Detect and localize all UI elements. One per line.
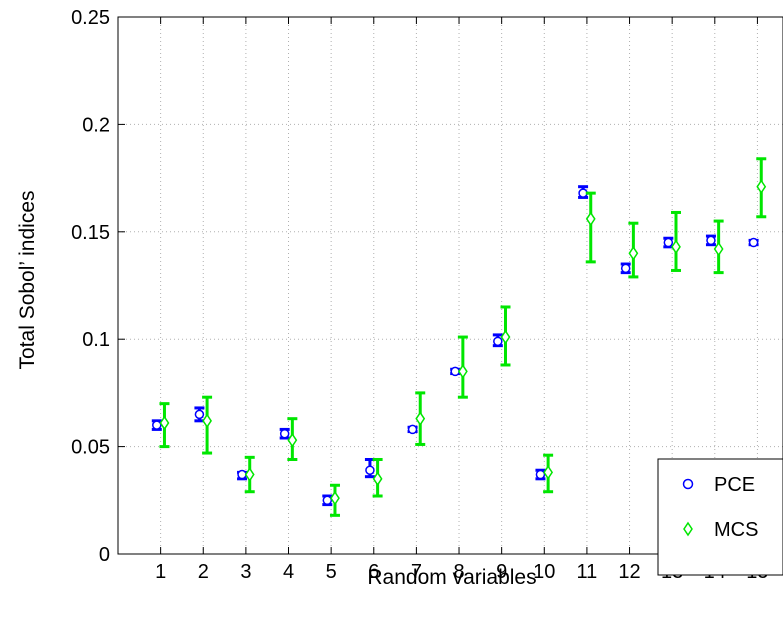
x-tick-label: 8 — [453, 561, 464, 583]
pce-point — [322, 495, 333, 506]
pce-point — [152, 420, 162, 430]
pce-point — [535, 469, 546, 480]
x-tick-label: 10 — [533, 561, 555, 583]
mcs-point — [372, 471, 383, 487]
pce-point — [493, 336, 503, 347]
mcs-point — [585, 211, 596, 227]
pce-point — [748, 237, 759, 248]
mcs-point — [457, 364, 468, 379]
legend-pce-marker — [682, 478, 694, 490]
mcs-point — [244, 467, 255, 482]
series-layer — [151, 157, 767, 517]
y-tick-label: 0.2 — [82, 114, 110, 136]
legend-mcs-label: MCS — [714, 519, 758, 541]
legend: PCE MCS — [657, 458, 783, 576]
y-tick-label: 0.1 — [82, 329, 110, 351]
x-tick-label: 12 — [618, 561, 640, 583]
series-mcs — [159, 157, 767, 517]
pce-point — [407, 424, 418, 435]
pce-point — [194, 409, 205, 420]
x-tick-label: 5 — [326, 561, 337, 583]
mcs-point — [202, 413, 212, 429]
pce-point — [279, 428, 290, 439]
x-tick-label: 2 — [198, 561, 209, 583]
mcs-point — [415, 411, 426, 427]
grid-lines — [118, 17, 783, 554]
mcs-point — [543, 465, 554, 480]
legend-mcs-marker — [683, 521, 693, 537]
pce-point — [663, 237, 674, 248]
x-tick-label: 7 — [411, 561, 422, 583]
mcs-point — [671, 239, 681, 255]
y-tick-label: 0.15 — [71, 222, 110, 244]
mcs-point — [330, 490, 340, 506]
axis-ticks: 00.050.10.150.20.25123456789101112131415 — [71, 7, 768, 583]
x-tick-label: 4 — [283, 561, 294, 583]
pce-point — [706, 235, 716, 246]
x-tick-label: 11 — [577, 561, 598, 583]
legend-box — [657, 458, 783, 576]
y-axis-title: Total Sobol’ indices — [16, 191, 39, 370]
mcs-point — [287, 432, 298, 448]
pce-point — [620, 263, 631, 274]
plot-frame — [117, 16, 783, 555]
pce-point — [365, 465, 375, 475]
x-tick-label: 9 — [496, 561, 507, 583]
x-axis-title: Random variables — [367, 566, 536, 589]
y-tick-label: 0 — [99, 544, 110, 566]
y-tick-label: 0.05 — [71, 437, 110, 459]
x-tick-label: 6 — [368, 561, 379, 583]
x-tick-label: 3 — [240, 561, 251, 583]
mcs-point — [500, 329, 511, 345]
mcs-point — [713, 241, 724, 257]
y-tick-label: 0.25 — [71, 7, 110, 29]
mcs-point — [159, 415, 170, 431]
x-tick-label: 1 — [155, 561, 166, 583]
mcs-point — [628, 245, 639, 261]
legend-pce-label: PCE — [714, 474, 755, 496]
mcs-point — [756, 179, 767, 195]
